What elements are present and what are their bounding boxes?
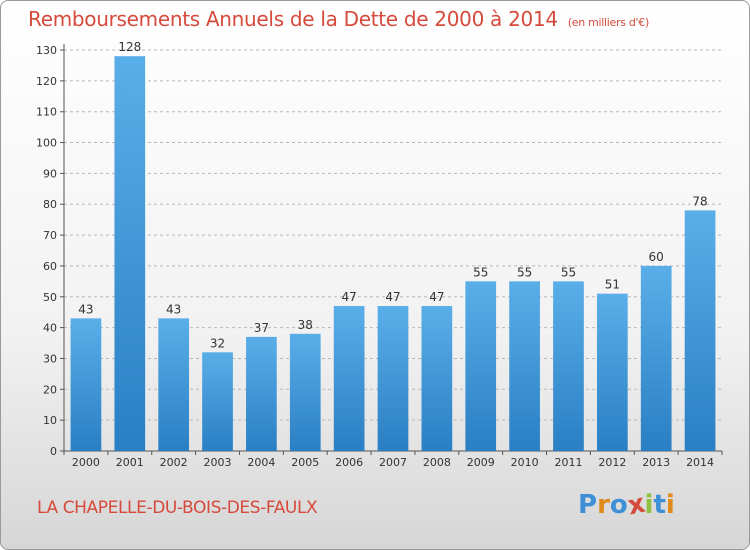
bar-2011	[553, 281, 584, 451]
data-label: 37	[254, 321, 269, 335]
x-tick-label: 2014	[686, 456, 714, 469]
bar-2013	[640, 265, 672, 451]
logo-letter: t	[653, 490, 666, 520]
bars	[70, 56, 716, 452]
x-tick-label: 2011	[554, 456, 582, 469]
data-label: 47	[429, 290, 444, 304]
logo-letter: o	[609, 490, 628, 520]
data-label: 51	[605, 278, 620, 292]
y-tick-label: 50	[43, 291, 57, 304]
x-tick-label: 2009	[467, 456, 495, 469]
data-labels: 43 128 43 32 37 38 47 47 47 55 55 55 51 60 78	[78, 40, 707, 350]
data-label: 78	[692, 194, 707, 208]
bar-2014	[684, 210, 716, 451]
y-tick-label: 70	[43, 229, 57, 242]
data-label: 128	[118, 40, 141, 54]
x-tick-label: 2000	[72, 456, 100, 469]
chart-title-text: Remboursements Annuels de la Dette de 20…	[28, 7, 558, 31]
y-tick-label: 0	[50, 445, 57, 458]
data-label: 32	[210, 336, 225, 350]
data-label: 43	[166, 302, 181, 316]
data-label: 60	[649, 250, 664, 264]
chart-title: Remboursements Annuels de la Dette de 20…	[28, 7, 649, 31]
data-label: 55	[561, 265, 576, 279]
x-tick-label: 2003	[204, 456, 232, 469]
x-tick-label: 2012	[598, 456, 626, 469]
data-label: 47	[341, 290, 356, 304]
bar-2002	[158, 318, 190, 451]
logo-letter: i	[665, 490, 675, 520]
x-tick-label: 2013	[642, 456, 670, 469]
x-tick-label: 2002	[160, 456, 188, 469]
y-tick-label: 110	[36, 106, 57, 119]
bar-2005	[289, 333, 321, 451]
bar-2009	[465, 281, 497, 451]
data-label: 38	[298, 318, 313, 332]
bar-2000	[70, 318, 102, 451]
y-tick-label: 40	[43, 322, 57, 335]
x-tick-label: 2010	[511, 456, 539, 469]
bar-2003	[202, 352, 233, 451]
data-label: 43	[78, 302, 93, 316]
y-tick-label: 60	[43, 260, 57, 273]
x-tick-label: 2001	[116, 456, 144, 469]
data-label: 55	[517, 265, 532, 279]
y-tick-label: 100	[36, 137, 57, 150]
logo-letter: P	[578, 490, 598, 520]
y-tick-label: 120	[36, 75, 57, 88]
y-tick-label: 90	[43, 167, 57, 180]
data-label: 47	[385, 290, 400, 304]
y-tick-label: 80	[43, 198, 57, 211]
chart-subtitle: (en milliers d'€)	[567, 16, 649, 29]
bar-2007	[377, 306, 409, 451]
y-tick-label: 130	[36, 44, 57, 57]
logo-letter: i	[644, 490, 654, 520]
bar-2001	[114, 56, 146, 452]
x-tick-label: 2008	[423, 456, 451, 469]
proxiti-logo[interactable]: Proxiti	[578, 489, 675, 522]
x-tick-label: 2004	[247, 456, 275, 469]
bar-2008	[421, 306, 453, 451]
logo-letter: r	[597, 490, 610, 520]
commune-name: LA CHAPELLE-DU-BOIS-DES-FAULX	[37, 498, 318, 518]
x-tick-label: 2007	[379, 456, 407, 469]
bar-2010	[509, 281, 540, 451]
bar-2012	[596, 293, 628, 451]
y-tick-label: 10	[43, 414, 57, 427]
y-tick-label: 20	[43, 383, 57, 396]
x-tick-label: 2006	[335, 456, 363, 469]
y-tick-label: 30	[43, 352, 57, 365]
x-tick-label: 2005	[291, 456, 319, 469]
bar-2004	[246, 336, 277, 451]
data-label: 55	[473, 265, 488, 279]
bar-2006	[333, 306, 365, 451]
